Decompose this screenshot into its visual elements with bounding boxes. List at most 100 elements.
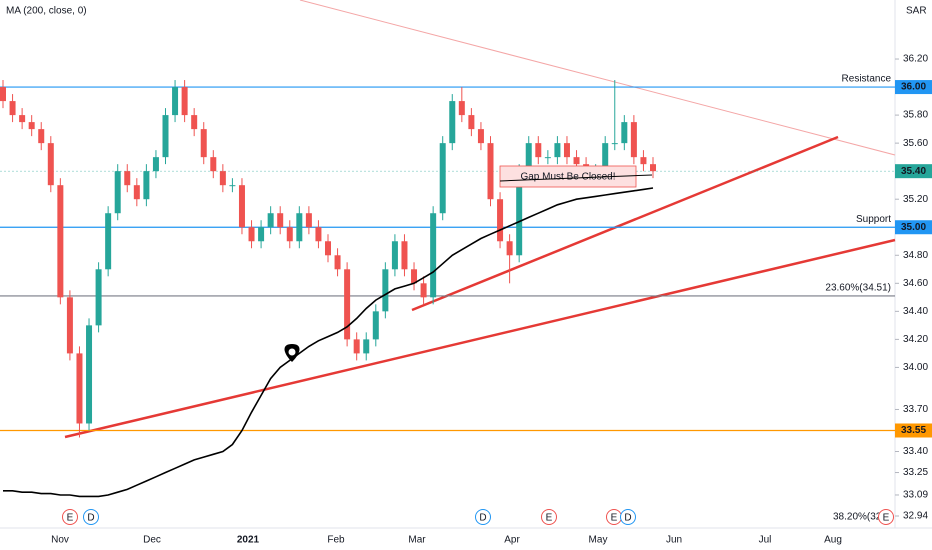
event-marker xyxy=(541,509,557,525)
candle-body xyxy=(86,325,93,424)
x-tick-label: Jul xyxy=(759,535,772,546)
price-badge-label: 35.00 xyxy=(901,222,926,233)
candle-body xyxy=(286,227,293,242)
y-tick-label: 34.00 xyxy=(903,362,928,373)
candle-body xyxy=(76,353,83,424)
candle-body xyxy=(219,171,226,186)
candle-body xyxy=(296,213,303,242)
candle-body xyxy=(487,143,494,200)
candle-body xyxy=(334,255,341,270)
candle-body xyxy=(430,213,437,298)
level-name: 23.60%(34.51) xyxy=(825,283,891,294)
candle-body xyxy=(611,143,618,145)
candle-body xyxy=(497,199,504,242)
candle-body xyxy=(363,339,370,354)
event-label: D xyxy=(87,513,94,524)
x-tick-label: Jun xyxy=(666,535,682,546)
candle-body xyxy=(181,87,188,116)
candle-body xyxy=(162,115,169,158)
candle-body xyxy=(38,129,45,144)
candle-body xyxy=(248,227,255,242)
candle-body xyxy=(535,143,542,158)
candle-body xyxy=(391,241,398,270)
trendline-lower xyxy=(64,238,896,439)
candle-body xyxy=(344,269,351,340)
price-badge xyxy=(895,80,932,95)
currency: SAR xyxy=(906,6,927,17)
price-badge-label: 35.40 xyxy=(901,166,926,177)
x-tick-label: Apr xyxy=(504,535,520,546)
level-name: Support xyxy=(856,214,891,225)
candle-body xyxy=(191,115,198,130)
event-label: E xyxy=(611,513,618,524)
y-tick-label: 34.60 xyxy=(903,278,928,289)
candle-body xyxy=(325,241,331,256)
candle-body xyxy=(630,122,637,158)
event-marker xyxy=(62,509,78,525)
fib-note: 38.20%(32 xyxy=(833,512,882,523)
candle-body xyxy=(353,339,360,354)
candle-body xyxy=(305,213,312,228)
marker-pin-hole xyxy=(288,348,296,356)
candle-body xyxy=(468,115,475,130)
candle-body xyxy=(602,143,609,172)
y-tick-label: 35.20 xyxy=(903,194,928,205)
x-tick-label: Aug xyxy=(824,535,842,546)
y-tick-label: 35.80 xyxy=(903,110,928,121)
candle-body xyxy=(439,143,446,214)
y-tick-label: 33.40 xyxy=(903,446,928,457)
candle-body xyxy=(229,185,236,187)
y-tick-label: 35.60 xyxy=(903,138,928,149)
y-tick-label: 32.94 xyxy=(903,511,928,522)
annotation-pointer xyxy=(499,174,653,182)
y-tick-label: 33.25 xyxy=(903,467,928,478)
candle-body xyxy=(152,157,159,172)
event-marker xyxy=(620,509,636,525)
candle-body xyxy=(525,143,532,172)
price-badge-label: 33.55 xyxy=(901,425,926,436)
x-tick-label: Nov xyxy=(51,535,69,546)
plot xyxy=(0,80,895,498)
candle-body xyxy=(401,241,408,270)
candle-body xyxy=(458,101,465,116)
y-tick-label: 33.70 xyxy=(903,404,928,415)
event-label: E xyxy=(883,513,890,524)
candle-body xyxy=(640,157,647,165)
ma-line xyxy=(3,187,654,498)
event-marker xyxy=(475,509,491,525)
candle-body xyxy=(9,101,16,116)
x-tick-label: Dec xyxy=(143,535,161,546)
x-tick-label: Feb xyxy=(327,535,345,546)
annotation-box xyxy=(499,165,637,188)
candle-body xyxy=(315,227,322,242)
candle-body xyxy=(563,143,570,158)
event-label: D xyxy=(624,513,631,524)
candle-body xyxy=(0,87,6,102)
candle-body xyxy=(267,213,274,228)
price-badge xyxy=(895,164,932,179)
y-tick-label: 33.09 xyxy=(903,490,928,501)
candle-body xyxy=(506,241,513,256)
candle-body xyxy=(372,311,379,340)
price-badge xyxy=(895,423,932,438)
event-label: D xyxy=(479,513,486,524)
indicator-title: MA (200, close, 0) xyxy=(6,6,87,17)
event-label: E xyxy=(67,513,74,524)
annotation: Gap Must Be Closed! xyxy=(520,172,615,183)
candle-body xyxy=(477,129,484,144)
trendline-middle xyxy=(411,135,839,312)
candle-body xyxy=(124,171,131,186)
candle-body xyxy=(621,122,628,144)
candle-body xyxy=(210,157,217,172)
candle-body xyxy=(133,185,140,200)
candle-body xyxy=(411,269,418,284)
candle-body xyxy=(554,143,561,158)
candle-body xyxy=(449,101,456,144)
candle-body xyxy=(19,115,26,123)
event-marker xyxy=(878,509,894,525)
price-badge-label: 36.00 xyxy=(901,82,926,93)
candle-body xyxy=(650,164,656,172)
candle-body xyxy=(544,157,551,159)
candle-body xyxy=(143,171,150,200)
candle-body xyxy=(420,283,427,298)
